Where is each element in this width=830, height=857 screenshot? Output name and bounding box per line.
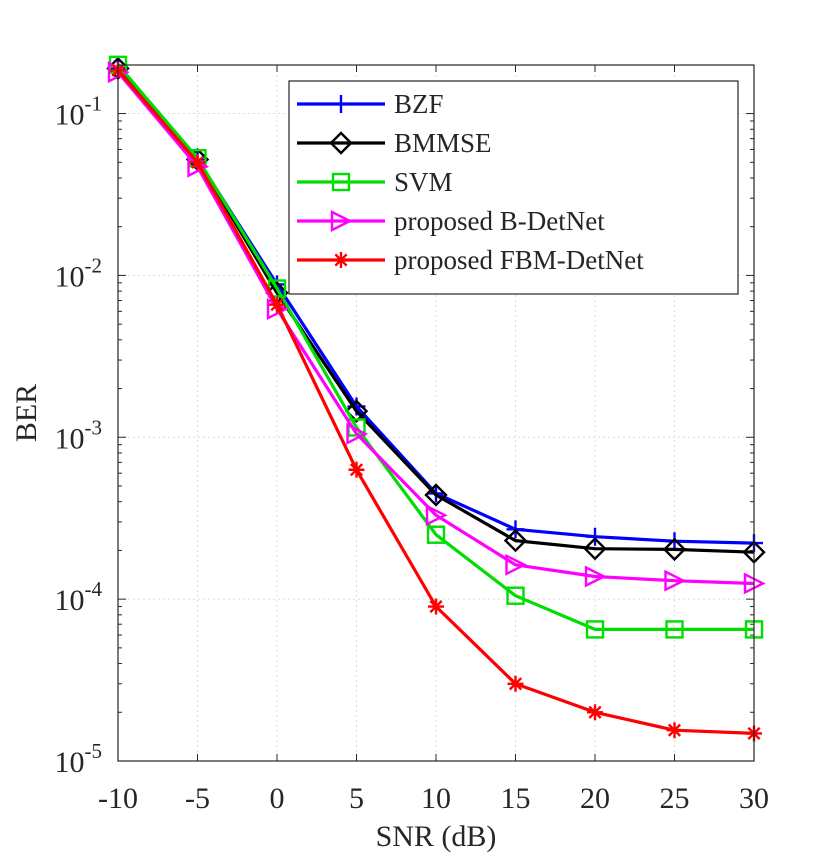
marker-diamond: [329, 131, 353, 155]
marker-diamond: [424, 483, 448, 507]
legend-label: proposed B-DetNet: [394, 206, 605, 236]
legend-label: BZF: [394, 89, 444, 119]
marker-square: [665, 620, 684, 639]
x-tick-label: 20: [580, 782, 610, 815]
legend-item: proposed FBM-DetNet: [297, 245, 644, 275]
legend-item: SVM: [297, 167, 453, 197]
y-axis-label: BER: [10, 384, 43, 442]
marker-triangle: [425, 504, 448, 527]
marker-asterisk: [587, 704, 603, 721]
x-tick-label: -5: [185, 782, 210, 815]
marker-asterisk: [428, 598, 444, 615]
legend: BZF BMMSE SVM proposed B-DetNet proposed FBM…: [288, 80, 739, 295]
marker-asterisk: [189, 154, 206, 171]
y-tick-label: 10-2: [55, 253, 103, 293]
x-tick-label: 30: [739, 782, 769, 815]
y-tick-label: 10-1: [55, 92, 103, 132]
marker-plus: [586, 527, 604, 546]
marker-diamond: [583, 536, 607, 561]
legend-label: SVM: [394, 167, 453, 197]
marker-diamond: [344, 399, 369, 423]
marker-plus: [332, 95, 350, 113]
ticks: -10 -5 0 5 10 15 20 25 30 10-5 10-4 10-3 10-2 10-1: [55, 65, 769, 815]
x-tick-label: 10: [421, 782, 451, 815]
x-tick-label: 25: [660, 782, 690, 815]
marker-triangle: [346, 422, 369, 445]
legend-label: proposed FBM-DetNet: [394, 245, 644, 275]
series-line: [116, 71, 755, 586]
series-layer: [106, 55, 766, 742]
marker-triangle: [664, 569, 687, 592]
marker-triangle: [330, 210, 353, 232]
marker-asterisk: [666, 722, 683, 739]
x-tick-label: 5: [349, 782, 364, 815]
marker-asterisk: [269, 296, 285, 313]
y-tick-label: 10-3: [55, 415, 103, 455]
x-tick-label: 0: [270, 782, 285, 815]
legend-item: BZF: [297, 89, 444, 119]
x-tick-label: 15: [501, 782, 531, 815]
marker-plus: [665, 532, 684, 551]
legend-item: proposed B-DetNet: [297, 206, 605, 236]
series-line: [116, 63, 754, 632]
legend-item: BMMSE: [297, 128, 492, 158]
marker-diamond: [503, 528, 528, 553]
y-tick-label: 10-4: [55, 577, 103, 617]
marker-triangle: [584, 565, 607, 588]
marker-asterisk: [348, 461, 365, 478]
marker-square: [331, 172, 351, 192]
x-axis-label: SNR (dB): [376, 820, 497, 853]
legend-label: BMMSE: [394, 128, 492, 158]
marker-asterisk: [507, 675, 524, 692]
series-proposed-b-detnet: [107, 61, 766, 595]
marker-triangle: [505, 553, 528, 576]
marker-square: [585, 620, 605, 639]
y-tick-label: 10-5: [55, 739, 103, 779]
marker-square: [426, 525, 446, 544]
marker-asterisk: [333, 252, 349, 268]
marker-diamond: [662, 537, 687, 562]
x-tick-label: -10: [98, 782, 138, 815]
marker-square: [506, 586, 525, 605]
